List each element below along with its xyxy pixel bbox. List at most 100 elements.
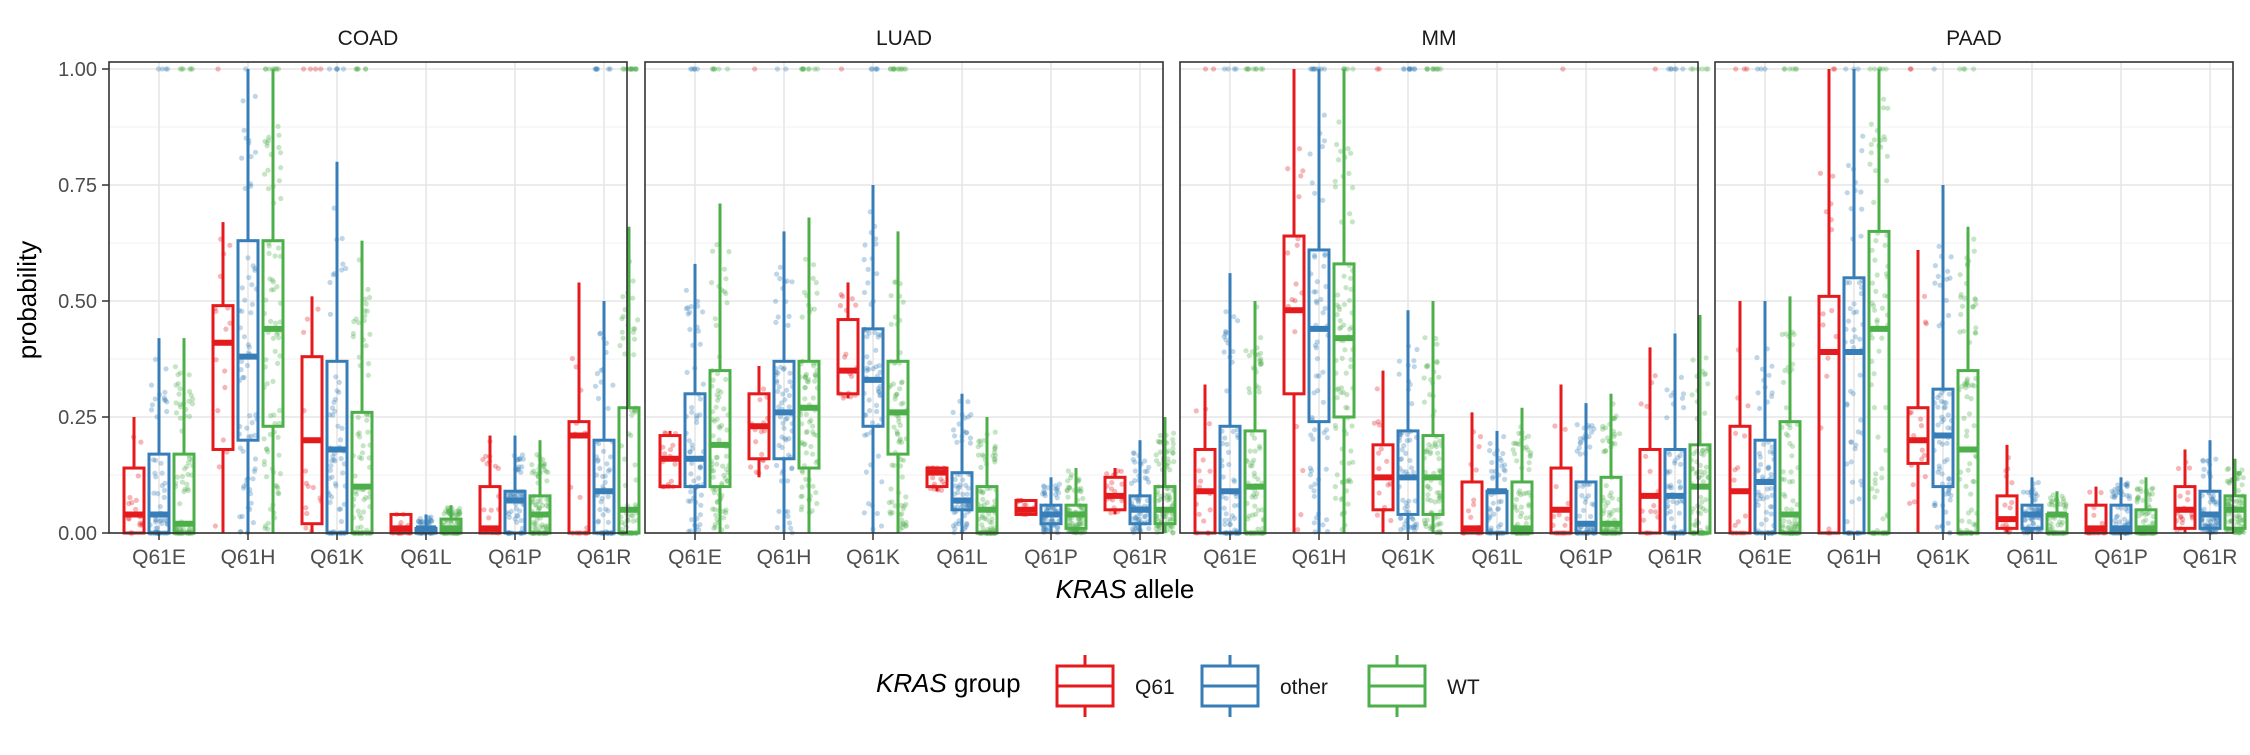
box-iqr xyxy=(886,359,910,456)
jitter-point xyxy=(1958,292,1964,298)
jitter-point xyxy=(1942,459,1948,465)
jitter-point xyxy=(515,491,521,497)
jitter-point xyxy=(903,66,909,72)
jitter-point xyxy=(1156,461,1162,467)
jitter-point xyxy=(1612,416,1618,422)
jitter-point xyxy=(1854,309,1860,315)
jitter-point xyxy=(1963,385,1969,391)
jitter-point xyxy=(1134,517,1140,523)
jitter-point xyxy=(519,452,526,458)
jitter-point xyxy=(533,471,539,477)
jitter-point xyxy=(1040,527,1046,533)
jitter-point xyxy=(781,365,787,371)
jitter-point xyxy=(631,326,637,332)
jitter-point xyxy=(252,267,258,273)
jitter-point xyxy=(786,436,792,442)
jitter-point xyxy=(685,311,691,317)
jitter-point xyxy=(1700,506,1706,512)
jitter-point xyxy=(1399,447,1405,453)
jitter-point xyxy=(335,423,341,429)
jitter-point xyxy=(600,512,606,518)
jitter-point xyxy=(1498,498,1504,504)
jitter-point xyxy=(1587,444,1593,450)
jitter-point xyxy=(304,316,310,322)
jitter-point xyxy=(1134,513,1140,519)
jitter-point xyxy=(1958,294,1964,300)
jitter-point xyxy=(950,427,957,433)
jitter-point xyxy=(334,66,340,72)
jitter-point xyxy=(1577,436,1583,442)
jitter-point xyxy=(269,277,275,283)
jitter-point xyxy=(1398,515,1404,521)
jitter-point xyxy=(956,421,962,427)
jitter-point xyxy=(1857,372,1863,378)
jitter-point xyxy=(1848,459,1854,465)
jitter-point xyxy=(802,374,808,380)
jitter-point xyxy=(363,66,369,72)
box-iqr xyxy=(617,406,641,535)
jitter-point xyxy=(227,320,233,326)
jitter-point xyxy=(1436,456,1442,462)
jitter-point xyxy=(1403,500,1409,506)
jitter-point xyxy=(977,438,983,444)
jitter-point xyxy=(802,396,808,402)
jitter-point xyxy=(1376,66,1382,72)
jitter-point xyxy=(333,374,339,380)
jitter-point xyxy=(1065,468,1071,474)
jitter-point xyxy=(697,464,703,470)
jitter-point xyxy=(2139,511,2145,517)
jitter-point xyxy=(1869,300,1875,306)
jitter-point xyxy=(960,503,966,509)
jitter-point xyxy=(597,465,603,471)
jitter-point xyxy=(2213,456,2219,462)
jitter-point xyxy=(2225,502,2231,508)
jitter-point xyxy=(1672,66,1678,72)
jitter-point xyxy=(250,476,256,482)
jitter-point xyxy=(1697,462,1703,468)
box-luad-q61r-wt xyxy=(1153,417,1177,533)
jitter-point xyxy=(1250,492,1257,498)
jitter-point xyxy=(1427,449,1433,455)
jitter-point xyxy=(173,400,179,406)
jitter-point xyxy=(1937,392,1943,398)
jitter-point xyxy=(2003,522,2009,528)
jitter-point xyxy=(339,267,345,273)
jitter-point xyxy=(1495,506,1501,512)
jitter-point xyxy=(1972,296,1978,302)
jitter-point xyxy=(2226,480,2233,486)
jitter-point xyxy=(977,489,984,495)
jitter-point xyxy=(1257,361,1263,368)
jitter-point xyxy=(517,508,523,514)
jitter-point xyxy=(805,379,811,385)
jitter-point xyxy=(1971,248,1977,254)
jitter-point xyxy=(266,243,272,249)
jitter-point xyxy=(748,464,754,470)
jitter-point xyxy=(598,499,604,505)
box-iqr xyxy=(683,392,707,489)
jitter-point xyxy=(251,468,257,474)
jitter-point xyxy=(956,484,963,490)
jitter-point xyxy=(1849,338,1855,345)
jitter-point xyxy=(1939,414,1945,420)
x-tick-label: Q61P xyxy=(1024,546,1078,569)
jitter-point xyxy=(1702,469,1708,475)
jitter-point xyxy=(419,518,425,525)
jitter-point xyxy=(987,519,993,525)
jitter-point xyxy=(577,494,583,500)
jitter-point xyxy=(2135,495,2141,501)
jitter-point xyxy=(876,363,882,369)
jitter-point xyxy=(810,483,816,489)
jitter-point xyxy=(2124,483,2130,489)
jitter-point xyxy=(444,505,450,511)
jitter-point xyxy=(275,245,282,251)
jitter-point xyxy=(1423,521,1429,527)
jitter-point xyxy=(813,280,819,286)
jitter-point xyxy=(1045,525,1051,531)
jitter-point xyxy=(1699,448,1705,454)
jitter-point xyxy=(1332,484,1338,490)
jitter-point xyxy=(2115,482,2121,488)
jitter-point xyxy=(604,461,610,467)
jitter-point xyxy=(689,442,695,448)
jitter-point xyxy=(1583,496,1589,502)
jitter-point xyxy=(930,475,936,481)
